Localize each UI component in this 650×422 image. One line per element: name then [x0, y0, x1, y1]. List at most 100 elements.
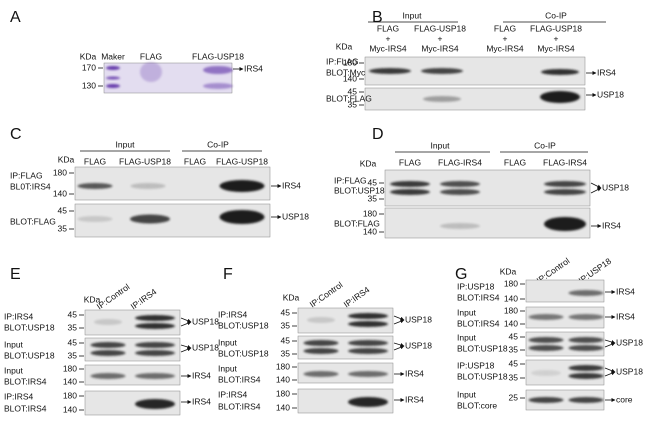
lane-label: Myc-IRS4: [486, 43, 524, 53]
band: [568, 397, 604, 403]
band-label: IRS4: [405, 368, 424, 378]
band: [568, 314, 604, 320]
marker-label: 45: [281, 335, 291, 345]
marker-label: 45: [281, 307, 291, 317]
blot-label: IP:IRS4: [218, 309, 248, 319]
blot: [84, 364, 181, 386]
panel-letter: C: [10, 126, 22, 143]
band: [348, 313, 388, 319]
band: [348, 348, 388, 354]
arrow: [393, 315, 405, 321]
band-label: IRS4: [616, 311, 635, 321]
blot-label: IP:IRS4: [4, 391, 34, 401]
band-label: USP18: [405, 314, 432, 324]
blot-label: IP:FLAG: [10, 170, 43, 180]
band-label: IRS4: [405, 394, 424, 404]
band: [528, 345, 564, 351]
band-label: IRS4: [244, 63, 263, 73]
kda-label: KDa: [336, 41, 353, 51]
lane-label: FLAG-USP18: [216, 156, 268, 166]
arrow: [604, 371, 616, 377]
marker-label: 140: [63, 376, 77, 386]
blot: [525, 306, 605, 329]
marker-label: 35: [68, 322, 78, 332]
marker-label: 45: [68, 309, 78, 319]
band: [135, 350, 175, 356]
lane-label: FLAG-IRS4: [438, 157, 482, 167]
lane-label: Myc-IRS4: [369, 43, 407, 53]
band-label: IRS4: [602, 220, 621, 230]
band: [307, 317, 335, 323]
band: [531, 370, 561, 376]
band-label: IRS4: [192, 370, 211, 380]
marker-label: 140: [363, 226, 377, 236]
band: [94, 319, 122, 325]
band-label: IRS4: [616, 286, 635, 296]
group-label: Input: [403, 10, 423, 20]
lane-label: IP:IRS4: [342, 284, 372, 309]
blot-label: IP:FLAG: [326, 56, 359, 66]
panel: D KDa Input Co-IP FLAG FLAG-IRS4 FLAG FLAG-IRS4…: [334, 126, 629, 239]
marker-label: 140: [343, 73, 357, 83]
blot-label: Input: [457, 389, 477, 399]
marker-label: 180: [276, 361, 290, 371]
marker-label: 180: [363, 208, 377, 218]
band: [390, 189, 430, 195]
marker-label: 180: [504, 278, 518, 288]
lane-label: FLAG: [140, 51, 162, 61]
lane-label: FLAG: [377, 23, 399, 33]
lane-label: IP:IRS4: [129, 286, 159, 311]
panel: A KDa Maker FLAG FLAG-USP18 170 130 IRS4: [10, 9, 263, 94]
blot: [297, 362, 394, 384]
arrow: [393, 319, 405, 325]
panel-letter: F: [223, 266, 233, 283]
band: [369, 68, 411, 74]
marker-label: 35: [348, 99, 358, 109]
band-label: USP18: [192, 316, 219, 326]
arrow: [180, 321, 192, 327]
marker-label: 140: [53, 188, 67, 198]
blot-label: BLOT:IRS4: [457, 318, 500, 328]
blot-label: BLOT:USP18: [218, 348, 269, 358]
band: [130, 183, 166, 189]
band: [528, 337, 564, 343]
arrow: [180, 347, 192, 353]
blot-label: IP:USP18: [457, 281, 495, 291]
lane-label: FLAG-USP18: [192, 51, 244, 61]
marker-label: 35: [58, 223, 68, 233]
band: [303, 340, 339, 346]
lane-label: FLAG: [504, 157, 526, 167]
band: [106, 76, 120, 80]
lane-label: FLAG: [494, 23, 516, 33]
arrow: [590, 187, 602, 194]
lane-label: FLAG: [399, 157, 421, 167]
panel-letter: G: [455, 266, 467, 283]
band: [568, 373, 604, 379]
blot-label: IP:IRS4: [218, 389, 248, 399]
blot-label: BLOT:FLAG: [326, 93, 372, 103]
band: [348, 340, 388, 346]
band: [440, 181, 480, 187]
band: [303, 371, 339, 377]
band-label: USP18: [602, 182, 629, 192]
panel-letter: A: [10, 9, 21, 26]
band: [140, 62, 162, 82]
blot: [384, 169, 591, 207]
lane-label: FLAG-IRS4: [543, 157, 587, 167]
band: [135, 399, 175, 409]
blot-label: BLOT:FLAG: [10, 216, 56, 226]
marker-label: 35: [509, 372, 519, 382]
kda-label: KDa: [58, 154, 75, 164]
band: [90, 350, 126, 356]
blot-label: BLOT:FLAG: [334, 218, 380, 228]
kda-label: KDa: [283, 292, 300, 302]
blot-label: BLOT:USP18: [457, 371, 508, 381]
lane-label: Myc-IRS4: [421, 43, 459, 53]
band: [219, 180, 265, 192]
band: [135, 342, 175, 348]
band: [568, 365, 604, 371]
band: [541, 69, 579, 75]
group-label: Input: [431, 140, 451, 150]
